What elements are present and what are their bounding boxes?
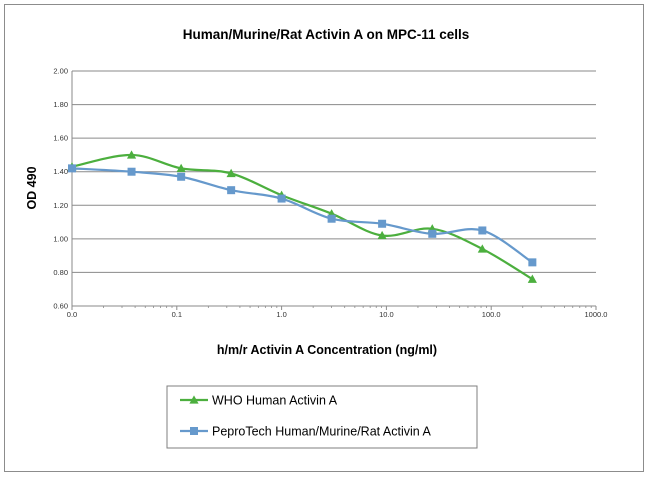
x-tick-label: 1000.0 [585, 310, 608, 319]
data-point-square [528, 258, 537, 267]
data-point-square [177, 172, 186, 181]
y-axis-label: OD 490 [25, 166, 39, 209]
data-point-square [327, 214, 336, 223]
y-tick-label: 0.60 [53, 302, 68, 311]
y-tick-label: 2.00 [53, 67, 68, 76]
y-tick-label: 1.60 [53, 134, 68, 143]
data-point-triangle [126, 150, 137, 159]
x-tick-label: 10.0 [379, 310, 394, 319]
x-tick-label: 100.0 [482, 310, 501, 319]
data-point-square [428, 229, 437, 238]
series-1 [67, 150, 537, 283]
legend-item: WHO Human Activin A [180, 394, 338, 408]
y-tick-labels: 0.60 0.80 1.00 1.20 1.40 1.60 1.80 2.00 [53, 67, 68, 311]
x-tick-label: 0.1 [172, 310, 182, 319]
y-tick-label: 0.80 [53, 268, 68, 277]
chart-title: Human/Murine/Rat Activin A on MPC-11 cel… [183, 27, 470, 42]
x-tick-label: 1.0 [276, 310, 286, 319]
data-point-triangle [377, 230, 387, 240]
x-tick-labels: 0.0 0.1 1.0 10.0 100.0 1000.0 [67, 310, 608, 319]
gridlines [72, 70, 596, 273]
series-line [71, 167, 533, 264]
y-tick-label: 1.20 [53, 201, 68, 210]
y-tick-label: 1.40 [53, 167, 68, 176]
data-point-triangle [527, 274, 537, 283]
data-point-triangle [477, 244, 487, 253]
legend-marker-square [190, 427, 198, 435]
x-tick-label: 0.0 [67, 310, 77, 319]
y-tick-label: 1.80 [53, 100, 68, 109]
data-point-triangle [226, 168, 236, 178]
legend-label: WHO Human Activin A [212, 394, 338, 408]
data-point-square [277, 194, 286, 203]
legend-box [166, 385, 478, 449]
legend-label: PeproTech Human/Murine/Rat Activin A [212, 425, 432, 439]
data-point-square [68, 164, 76, 173]
series-line [71, 153, 533, 281]
legend-item: PeproTech Human/Murine/Rat Activin A [180, 425, 432, 439]
axes [71, 71, 597, 310]
data-point-square [127, 167, 136, 176]
series-layer [67, 150, 537, 283]
series-2 [68, 164, 537, 267]
legend: WHO Human Activin A PeproTech Human/Murin… [166, 385, 478, 449]
x-axis-label: h/m/r Activin A Concentration (ng/ml) [217, 343, 437, 357]
y-tick-label: 1.00 [53, 234, 68, 243]
data-point-square [378, 219, 387, 228]
data-point-square [478, 226, 487, 235]
data-point-square [227, 186, 236, 195]
data-point-triangle [176, 163, 186, 173]
legend-marker-triangle [189, 395, 199, 404]
